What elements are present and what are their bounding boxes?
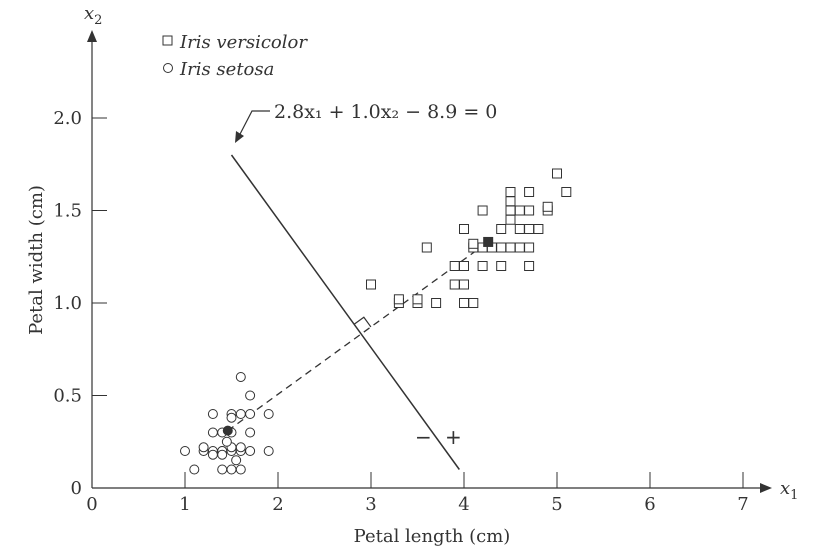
- x-ticks: 0 1 2 3 4 5 6 7: [86, 472, 749, 515]
- versicolor-point: [505, 205, 516, 216]
- versicolor-point: [468, 238, 479, 249]
- x-tick-label: 1: [179, 494, 190, 515]
- setosa-point: [180, 446, 190, 456]
- versicolor-point: [477, 261, 488, 271]
- y-tick-label: 1.0: [53, 293, 82, 314]
- y-tick-label: 2.0: [53, 108, 82, 129]
- versicolor-point: [459, 298, 469, 308]
- setosa-point: [263, 409, 274, 419]
- plus-sign-label: +: [445, 425, 462, 449]
- versicolor-point: [449, 279, 460, 290]
- x-tick-label: 6: [644, 494, 655, 515]
- setosa-point: [245, 446, 256, 456]
- versicolor-point: [552, 168, 562, 179]
- versicolor-point: [542, 201, 553, 212]
- equation-pointer-arrowhead: [235, 131, 244, 143]
- versicolor-point: [524, 224, 535, 234]
- setosa-point: [235, 372, 246, 382]
- versicolor-point: [514, 205, 525, 216]
- setosa-point: [245, 409, 256, 419]
- versicolor-point: [449, 261, 460, 271]
- versicolor-point: [468, 298, 479, 308]
- versicolor-point: [524, 261, 535, 271]
- versicolor-point: [505, 196, 516, 207]
- y-axis-title: Petal width (cm): [26, 185, 47, 335]
- versicolor-point: [505, 187, 516, 197]
- setosa-point: [207, 449, 218, 460]
- boundary-layer: [230, 154, 460, 470]
- versicolor-point: [412, 294, 423, 305]
- versicolor-point: [496, 224, 507, 234]
- setosa-point: [245, 427, 256, 438]
- versicolor-point: [505, 214, 516, 225]
- means-layer: [222, 236, 494, 436]
- minus-sign-label: −: [415, 425, 432, 449]
- setosa-mean-point: [222, 425, 233, 436]
- setosa-point: [226, 412, 237, 423]
- x-axis-arrow: [760, 483, 772, 493]
- setosa-point: [189, 464, 200, 475]
- mean-connector-line: [227, 241, 489, 432]
- decision-boundary-line: [230, 154, 460, 470]
- setosa-point: [198, 442, 209, 453]
- x-tick-label: 4: [458, 494, 469, 515]
- setosa-point: [221, 436, 232, 447]
- setosa-point: [207, 409, 218, 419]
- x-axis-title: Petal length (cm): [354, 526, 511, 547]
- right-angle-marker: [353, 316, 372, 328]
- x-tick-label: 7: [737, 494, 748, 515]
- x-tick-label: 3: [365, 494, 376, 515]
- setosa-point: [245, 390, 256, 401]
- setosa-point: [217, 464, 228, 475]
- setosa-point: [207, 427, 218, 438]
- x-tick-label: 2: [272, 494, 283, 515]
- versicolor-point: [514, 242, 525, 253]
- versicolor-point: [431, 298, 442, 308]
- points-layer: [180, 168, 572, 475]
- versicolor-point: [421, 242, 432, 253]
- versicolor-point: [505, 242, 516, 253]
- setosa-point: [263, 446, 274, 456]
- legend: Iris versicolor Iris setosa: [162, 32, 308, 80]
- x-tick-label: 5: [551, 494, 562, 515]
- setosa-point: [235, 442, 246, 453]
- setosa-point: [217, 449, 228, 460]
- versicolor-point: [524, 242, 535, 253]
- versicolor-mean-point: [483, 236, 494, 247]
- legend-circle-marker: [163, 63, 173, 73]
- legend-label-setosa: Iris setosa: [179, 59, 274, 80]
- connector-layer: [227, 241, 489, 432]
- versicolor-point: [496, 242, 507, 253]
- x-axis-var-label: x1: [780, 478, 798, 503]
- y-axis-arrow: [87, 30, 97, 42]
- y-tick-label: 1.5: [53, 201, 82, 222]
- versicolor-point: [459, 279, 469, 290]
- legend-square-marker: [162, 35, 173, 46]
- versicolor-point: [366, 279, 376, 290]
- y-ticks: 0 0.5 1.0 1.5 2.0: [53, 108, 107, 499]
- setosa-point: [235, 464, 246, 475]
- setosa-point: [235, 409, 246, 419]
- equation-pointer-line: [237, 110, 270, 139]
- y-axis-var-label: x2: [84, 3, 102, 28]
- versicolor-point: [561, 187, 572, 197]
- versicolor-point: [496, 261, 507, 271]
- versicolor-point: [533, 224, 544, 234]
- versicolor-point: [477, 205, 488, 216]
- boundary-equation-label: 2.8x₁ + 1.0x₂ − 8.9 = 0: [274, 101, 497, 123]
- y-tick-label: 0: [71, 478, 82, 499]
- versicolor-point: [393, 294, 404, 305]
- versicolor-point: [524, 187, 535, 197]
- setosa-point: [231, 455, 242, 466]
- y-tick-label: 0.5: [53, 386, 82, 407]
- legend-label-versicolor: Iris versicolor: [179, 32, 308, 53]
- versicolor-point: [514, 224, 525, 234]
- x-tick-label: 0: [86, 494, 97, 515]
- versicolor-point: [459, 224, 469, 234]
- setosa-point: [226, 464, 237, 475]
- versicolor-point: [459, 261, 469, 271]
- versicolor-point: [524, 205, 535, 216]
